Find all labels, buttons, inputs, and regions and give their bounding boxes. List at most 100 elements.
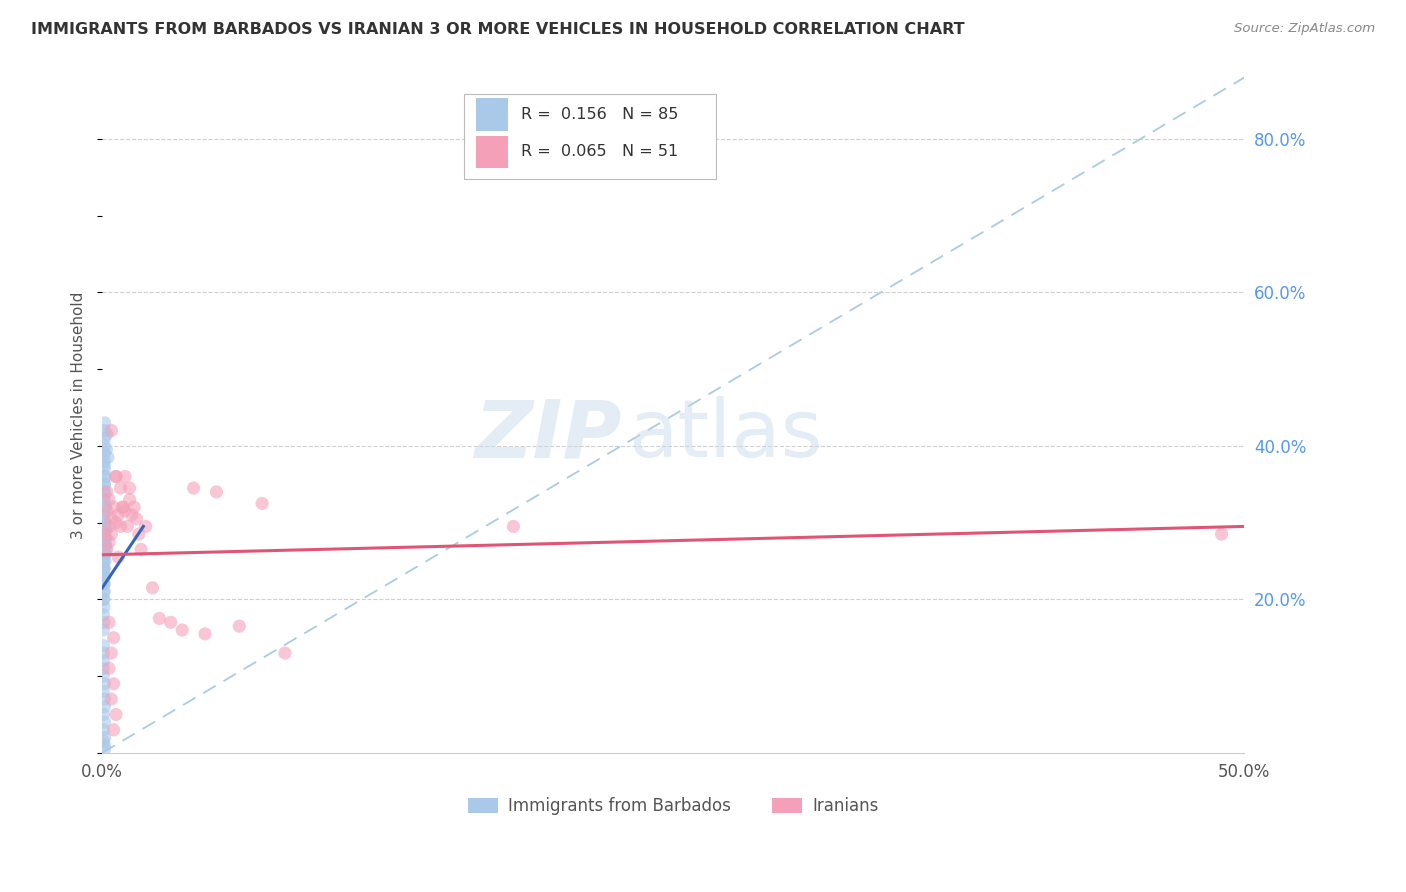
Point — [93, 738, 115, 752]
Point — [93, 539, 115, 553]
Point — [114, 469, 136, 483]
Point — [128, 527, 150, 541]
Point — [172, 623, 194, 637]
Point — [194, 627, 217, 641]
Point — [93, 692, 115, 706]
Point — [98, 534, 121, 549]
Point — [94, 531, 117, 545]
Point — [94, 500, 117, 515]
Point — [94, 539, 117, 553]
Point — [98, 661, 121, 675]
Point — [93, 623, 115, 637]
Point — [100, 527, 122, 541]
Point — [96, 542, 118, 557]
Y-axis label: 3 or more Vehicles in Household: 3 or more Vehicles in Household — [72, 292, 86, 539]
Point — [93, 546, 115, 560]
Point — [93, 569, 115, 583]
Point — [93, 424, 115, 438]
Point — [98, 519, 121, 533]
Point — [250, 496, 273, 510]
Point — [93, 742, 115, 756]
Point — [93, 477, 115, 491]
Point — [94, 469, 117, 483]
Point — [94, 523, 117, 537]
Point — [93, 431, 115, 445]
Point — [93, 607, 115, 622]
Point — [111, 500, 134, 515]
Point — [93, 734, 115, 748]
Point — [93, 523, 115, 537]
Point — [94, 539, 117, 553]
Point — [96, 442, 118, 457]
Point — [93, 561, 115, 575]
Point — [93, 527, 115, 541]
Point — [93, 669, 115, 683]
Point — [93, 592, 115, 607]
Text: R =  0.065   N = 51: R = 0.065 N = 51 — [522, 145, 679, 160]
Point — [93, 577, 115, 591]
Point — [93, 654, 115, 668]
Point — [274, 646, 297, 660]
Point — [94, 554, 117, 568]
Point — [103, 723, 125, 737]
FancyBboxPatch shape — [475, 136, 508, 168]
Point — [103, 631, 125, 645]
Point — [121, 508, 143, 522]
Point — [96, 504, 118, 518]
Point — [93, 731, 115, 745]
Point — [205, 484, 228, 499]
Point — [93, 561, 115, 575]
Point — [93, 715, 115, 730]
Point — [183, 481, 205, 495]
Point — [93, 484, 115, 499]
Point — [93, 577, 115, 591]
Point — [107, 550, 129, 565]
Point — [118, 492, 141, 507]
Point — [93, 462, 115, 476]
Point — [117, 519, 139, 533]
Point — [93, 584, 115, 599]
Point — [93, 508, 115, 522]
Point — [93, 539, 115, 553]
Point — [93, 554, 115, 568]
Point — [94, 523, 117, 537]
Point — [107, 508, 129, 522]
Point — [94, 539, 117, 553]
Point — [93, 554, 115, 568]
Point — [94, 523, 117, 537]
Point — [96, 484, 118, 499]
Text: atlas: atlas — [627, 396, 823, 475]
Point — [94, 546, 117, 560]
FancyBboxPatch shape — [475, 98, 508, 131]
Point — [94, 546, 117, 560]
Point — [93, 577, 115, 591]
Point — [93, 439, 115, 453]
Text: ZIP: ZIP — [475, 396, 621, 475]
Point — [93, 592, 115, 607]
Point — [93, 661, 115, 675]
Point — [93, 699, 115, 714]
Point — [94, 531, 117, 545]
Point — [93, 477, 115, 491]
Text: Source: ZipAtlas.com: Source: ZipAtlas.com — [1234, 22, 1375, 36]
Point — [93, 569, 115, 583]
Point — [94, 523, 117, 537]
Point — [93, 458, 115, 472]
Point — [93, 484, 115, 499]
Point — [93, 500, 115, 515]
Point — [110, 481, 132, 495]
Point — [100, 646, 122, 660]
Text: IMMIGRANTS FROM BARBADOS VS IRANIAN 3 OR MORE VEHICLES IN HOUSEHOLD CORRELATION : IMMIGRANTS FROM BARBADOS VS IRANIAN 3 OR… — [31, 22, 965, 37]
Point — [118, 481, 141, 495]
Point — [98, 492, 121, 507]
Point — [93, 599, 115, 614]
Point — [103, 677, 125, 691]
Point — [93, 639, 115, 653]
Point — [94, 546, 117, 560]
Point — [1211, 527, 1233, 541]
Point — [148, 611, 170, 625]
Point — [98, 615, 121, 630]
Point — [96, 427, 118, 442]
Point — [93, 454, 115, 468]
Point — [93, 561, 115, 575]
